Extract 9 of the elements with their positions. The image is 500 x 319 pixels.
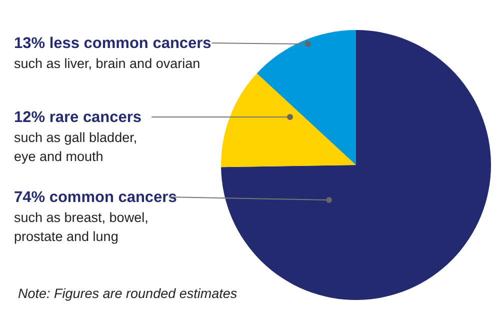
pie-slice [256, 30, 356, 165]
slice-label: 13% less common cancers [14, 35, 212, 52]
pie-slice [221, 73, 356, 168]
slice-label: 74% common cancers [14, 189, 177, 206]
text: Note: Figures are rounded estimates [18, 286, 238, 301]
text: such as liver, brain and ovarian [14, 56, 200, 71]
text: such as breast, bowel, prostate and lung [14, 210, 148, 244]
text: such as gall bladder, eye and mouth [14, 130, 138, 164]
slice-label: 12% rare cancers [14, 109, 142, 126]
